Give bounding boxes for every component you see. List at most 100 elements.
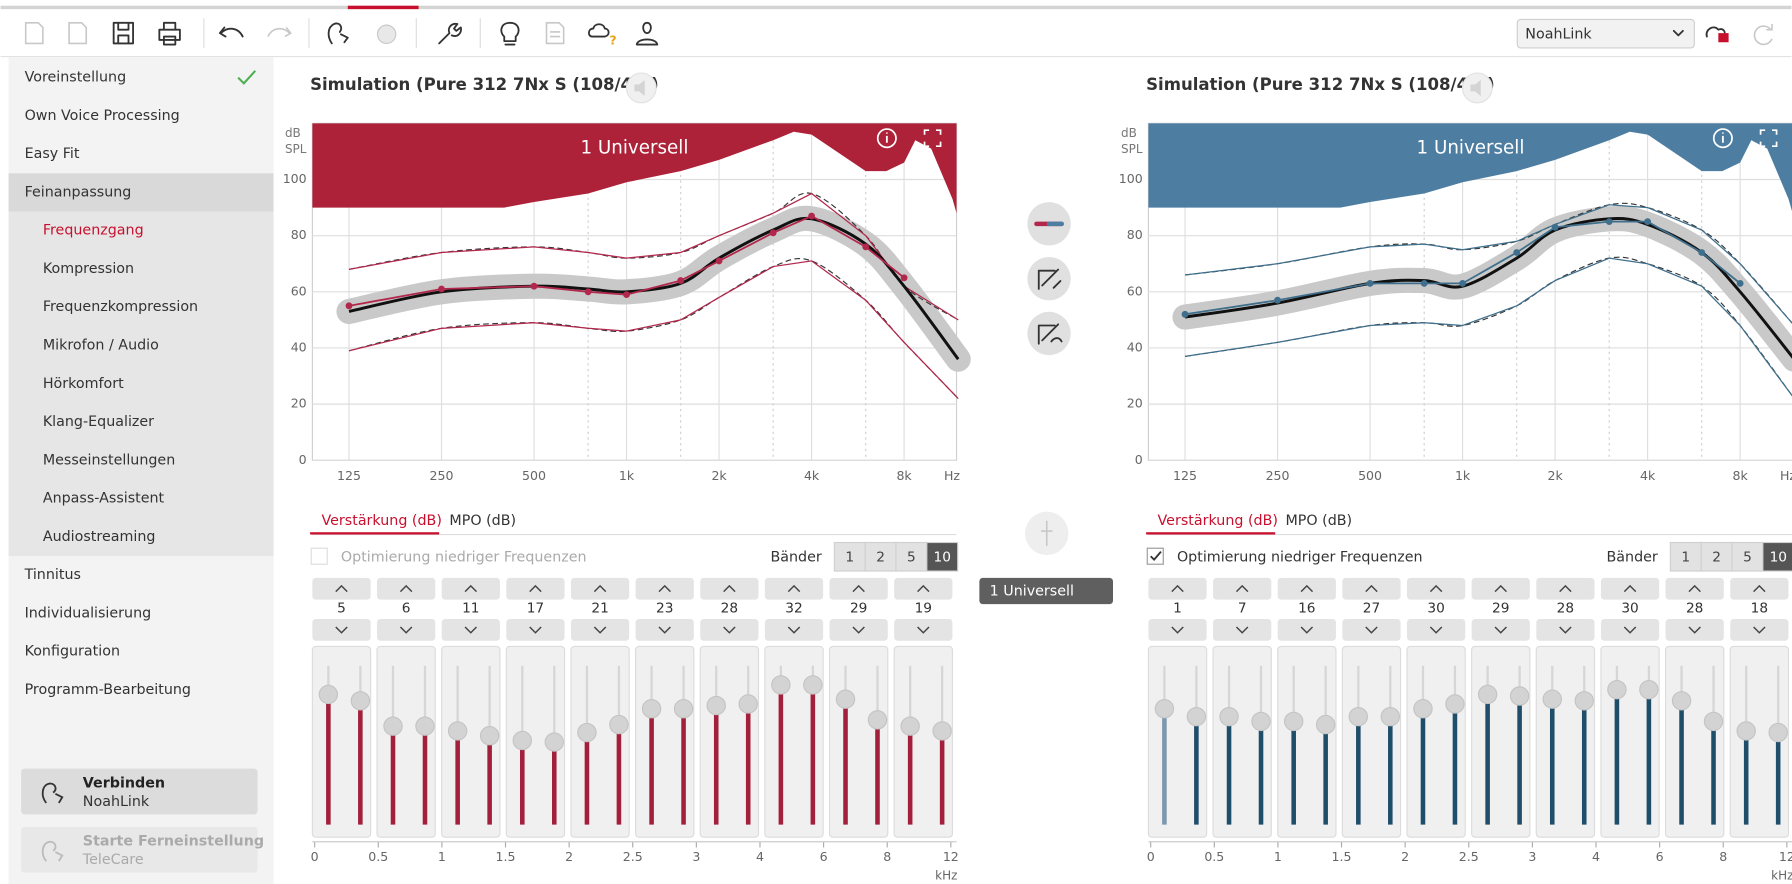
band-button[interactable] xyxy=(1731,541,1764,572)
band-button[interactable] xyxy=(1762,541,1792,572)
gain-up-button[interactable] xyxy=(1277,577,1336,600)
slider-handle[interactable] xyxy=(1607,679,1627,700)
gain-up-button[interactable] xyxy=(377,577,436,600)
tab[interactable]: MPO (dB) xyxy=(449,513,516,529)
menu-item[interactable]: Tinnitus xyxy=(24,567,81,583)
device-select[interactable] xyxy=(1516,18,1695,49)
gain-down-button[interactable] xyxy=(764,619,824,641)
slider-handle[interactable] xyxy=(1703,711,1724,732)
open-icon[interactable] xyxy=(68,22,88,45)
cloud-lock-icon[interactable] xyxy=(1705,26,1726,38)
gain-up-button[interactable] xyxy=(700,577,759,600)
program-button[interactable] xyxy=(979,577,1114,605)
menu-item[interactable]: Own Voice Processing xyxy=(25,108,180,124)
gain-down-button[interactable] xyxy=(1277,619,1336,641)
gain-up-button[interactable] xyxy=(312,577,371,600)
slider-handle[interactable] xyxy=(641,699,662,719)
slider-handle[interactable] xyxy=(1509,686,1530,706)
gain-up-button[interactable] xyxy=(1148,577,1207,600)
slider-handle[interactable] xyxy=(318,684,339,705)
menu-item[interactable]: Individualisierung xyxy=(25,605,152,621)
info-icon[interactable] xyxy=(1712,128,1733,149)
gain-down-button[interactable] xyxy=(377,619,436,641)
band-button[interactable] xyxy=(895,541,928,572)
submenu-item[interactable]: Klang-Equalizer xyxy=(43,414,154,430)
slider-handle[interactable] xyxy=(1219,706,1239,727)
gain-up-button[interactable] xyxy=(506,577,565,600)
checkbox[interactable] xyxy=(310,547,328,565)
submenu-item[interactable]: Messeinstellungen xyxy=(43,452,175,468)
submenu-item[interactable]: Frequenzgang xyxy=(43,223,144,239)
checkbox[interactable] xyxy=(1146,547,1164,565)
info-icon[interactable] xyxy=(876,128,897,149)
slider-handle[interactable] xyxy=(512,730,533,751)
print-icon[interactable] xyxy=(158,21,181,46)
band-button[interactable] xyxy=(833,541,866,572)
menu-item[interactable]: Programm-Bearbeitung xyxy=(25,682,191,698)
gain-down-button[interactable] xyxy=(1730,619,1789,641)
band-button[interactable] xyxy=(864,541,897,572)
gain-up-button[interactable] xyxy=(829,577,888,600)
slider-handle[interactable] xyxy=(544,732,564,752)
slider-handle[interactable] xyxy=(1348,706,1369,727)
slider-handle[interactable] xyxy=(447,721,468,741)
slider-handle[interactable] xyxy=(1186,706,1207,727)
gain-down-button[interactable] xyxy=(894,619,953,641)
slider-handle[interactable] xyxy=(1445,694,1465,714)
slider-handle[interactable] xyxy=(900,716,920,736)
tools-icon[interactable] xyxy=(438,22,462,45)
gain-down-button[interactable] xyxy=(1600,619,1660,641)
gain-up-button[interactable] xyxy=(635,577,694,600)
gain-down-button[interactable] xyxy=(506,619,565,641)
connect-icon[interactable] xyxy=(327,22,349,45)
tab-active[interactable]: Verstärkung (dB) xyxy=(1158,513,1278,529)
slider-handle[interactable] xyxy=(1768,722,1788,743)
gain-up-button[interactable] xyxy=(894,577,953,600)
slider-handle[interactable] xyxy=(479,725,500,746)
new-icon[interactable] xyxy=(24,22,44,45)
slider-handle[interactable] xyxy=(415,716,435,736)
slider-handle[interactable] xyxy=(609,714,629,735)
slider-handle[interactable] xyxy=(1574,691,1594,711)
gain-down-button[interactable] xyxy=(441,619,500,641)
gain-down-button[interactable] xyxy=(1406,619,1466,641)
slider-handle[interactable] xyxy=(738,694,758,714)
gain-down-button[interactable] xyxy=(635,619,694,641)
slider-handle[interactable] xyxy=(350,691,371,711)
gain-up-button[interactable] xyxy=(1665,577,1724,600)
redo-icon[interactable] xyxy=(267,26,292,38)
slider-handle[interactable] xyxy=(1639,679,1659,700)
gain-down-button[interactable] xyxy=(1536,619,1595,641)
gain-down-button[interactable] xyxy=(829,619,888,641)
slider-handle[interactable] xyxy=(1283,711,1304,732)
slider-handle[interactable] xyxy=(1736,721,1756,741)
band-button[interactable] xyxy=(1669,541,1702,572)
tab-active[interactable]: Verstärkung (dB) xyxy=(322,513,442,529)
slider-handle[interactable] xyxy=(867,710,888,730)
gain-down-button[interactable] xyxy=(1213,619,1272,641)
slider-handle[interactable] xyxy=(1380,706,1401,727)
gain-down-button[interactable] xyxy=(312,619,371,641)
slider-handle[interactable] xyxy=(771,675,791,695)
expand-icon[interactable] xyxy=(923,129,942,148)
gain-up-button[interactable] xyxy=(1536,577,1595,600)
gain-up-button[interactable] xyxy=(1342,577,1401,600)
sidebar-button[interactable] xyxy=(21,826,258,873)
gain-up-button[interactable] xyxy=(441,577,500,600)
cloud-icon[interactable] xyxy=(588,23,610,38)
submenu-item[interactable]: Frequenzkompression xyxy=(43,299,198,315)
gain-down-button[interactable] xyxy=(1148,619,1207,641)
submenu-item[interactable]: Audiostreaming xyxy=(43,529,156,545)
sync-icon[interactable] xyxy=(376,24,397,44)
gain-up-button[interactable] xyxy=(570,577,630,600)
gain-up-button[interactable] xyxy=(1730,577,1789,600)
gain-down-button[interactable] xyxy=(570,619,630,641)
submenu-item[interactable]: Anpass-Assistent xyxy=(43,491,165,507)
client-icon[interactable] xyxy=(635,21,659,46)
band-button[interactable] xyxy=(926,541,959,572)
gain-up-button[interactable] xyxy=(1213,577,1272,600)
slider-handle[interactable] xyxy=(577,722,597,743)
save-icon[interactable] xyxy=(112,21,134,45)
undo-icon[interactable] xyxy=(218,26,244,38)
slider-handle[interactable] xyxy=(673,699,694,719)
